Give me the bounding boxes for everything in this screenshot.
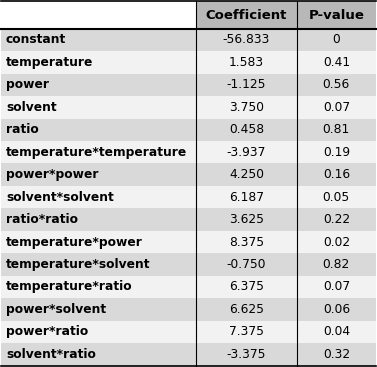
Text: 4.250: 4.250: [229, 168, 264, 181]
Text: 3.625: 3.625: [229, 213, 264, 226]
Bar: [2, 253, 196, 276]
Bar: [196, 343, 297, 366]
Text: 6.625: 6.625: [229, 303, 264, 316]
Text: solvent*ratio: solvent*ratio: [6, 348, 96, 361]
Text: 0.81: 0.81: [323, 123, 350, 136]
Bar: [297, 298, 375, 321]
Text: temperature*ratio: temperature*ratio: [6, 280, 132, 294]
Bar: [196, 141, 297, 163]
Text: 6.375: 6.375: [229, 280, 264, 294]
Bar: [2, 343, 196, 366]
Bar: [196, 163, 297, 186]
Text: -0.750: -0.750: [227, 258, 266, 271]
Bar: [196, 96, 297, 119]
Text: 0.22: 0.22: [323, 213, 350, 226]
Text: ratio*ratio: ratio*ratio: [6, 213, 78, 226]
Bar: [196, 29, 297, 51]
Bar: [297, 74, 375, 96]
Text: 0.07: 0.07: [323, 280, 350, 294]
Text: 0.16: 0.16: [323, 168, 350, 181]
Bar: [2, 1, 196, 29]
Bar: [2, 141, 196, 163]
Text: temperature*temperature: temperature*temperature: [6, 146, 187, 159]
Bar: [196, 1, 297, 29]
Bar: [196, 298, 297, 321]
Text: 0.41: 0.41: [323, 56, 350, 69]
Bar: [196, 276, 297, 298]
Text: 0: 0: [333, 33, 340, 47]
Text: ratio: ratio: [6, 123, 38, 136]
Bar: [2, 186, 196, 208]
Bar: [2, 298, 196, 321]
Bar: [196, 253, 297, 276]
Bar: [297, 186, 375, 208]
Bar: [2, 208, 196, 231]
Text: 0.07: 0.07: [323, 101, 350, 114]
Text: power: power: [6, 79, 49, 91]
Bar: [196, 186, 297, 208]
Text: 7.375: 7.375: [229, 326, 264, 338]
Bar: [2, 231, 196, 253]
Text: power*power: power*power: [6, 168, 98, 181]
Bar: [196, 231, 297, 253]
Bar: [297, 231, 375, 253]
Bar: [196, 74, 297, 96]
Text: -56.833: -56.833: [223, 33, 270, 47]
Bar: [297, 29, 375, 51]
Text: 3.750: 3.750: [229, 101, 264, 114]
Text: -3.375: -3.375: [227, 348, 266, 361]
Text: P-value: P-value: [308, 8, 364, 22]
Text: 6.187: 6.187: [229, 191, 264, 204]
Text: power*solvent: power*solvent: [6, 303, 106, 316]
Bar: [196, 51, 297, 74]
Bar: [297, 321, 375, 343]
Bar: [297, 163, 375, 186]
Text: solvent: solvent: [6, 101, 57, 114]
Bar: [2, 51, 196, 74]
Bar: [297, 141, 375, 163]
Bar: [297, 208, 375, 231]
Text: Coefficient: Coefficient: [206, 8, 287, 22]
Text: 0.05: 0.05: [323, 191, 350, 204]
Text: temperature*power: temperature*power: [6, 236, 143, 248]
Bar: [297, 1, 375, 29]
Bar: [297, 51, 375, 74]
Bar: [297, 276, 375, 298]
Bar: [2, 119, 196, 141]
Bar: [196, 208, 297, 231]
Bar: [2, 163, 196, 186]
Bar: [2, 29, 196, 51]
Text: -3.937: -3.937: [227, 146, 266, 159]
Text: 0.06: 0.06: [323, 303, 350, 316]
Bar: [2, 276, 196, 298]
Text: 0.32: 0.32: [323, 348, 350, 361]
Text: solvent*solvent: solvent*solvent: [6, 191, 113, 204]
Text: power*ratio: power*ratio: [6, 326, 88, 338]
Text: 0.458: 0.458: [229, 123, 264, 136]
Bar: [2, 321, 196, 343]
Text: constant: constant: [6, 33, 66, 47]
Text: 0.82: 0.82: [323, 258, 350, 271]
Text: 0.04: 0.04: [323, 326, 350, 338]
Text: 0.56: 0.56: [323, 79, 350, 91]
Text: 0.02: 0.02: [323, 236, 350, 248]
Bar: [297, 96, 375, 119]
Bar: [196, 321, 297, 343]
Bar: [2, 96, 196, 119]
Text: 1.583: 1.583: [229, 56, 264, 69]
Bar: [297, 119, 375, 141]
Text: 8.375: 8.375: [229, 236, 264, 248]
Text: temperature*solvent: temperature*solvent: [6, 258, 150, 271]
Text: -1.125: -1.125: [227, 79, 266, 91]
Text: 0.19: 0.19: [323, 146, 350, 159]
Bar: [297, 253, 375, 276]
Bar: [297, 343, 375, 366]
Bar: [2, 74, 196, 96]
Text: temperature: temperature: [6, 56, 93, 69]
Bar: [196, 119, 297, 141]
